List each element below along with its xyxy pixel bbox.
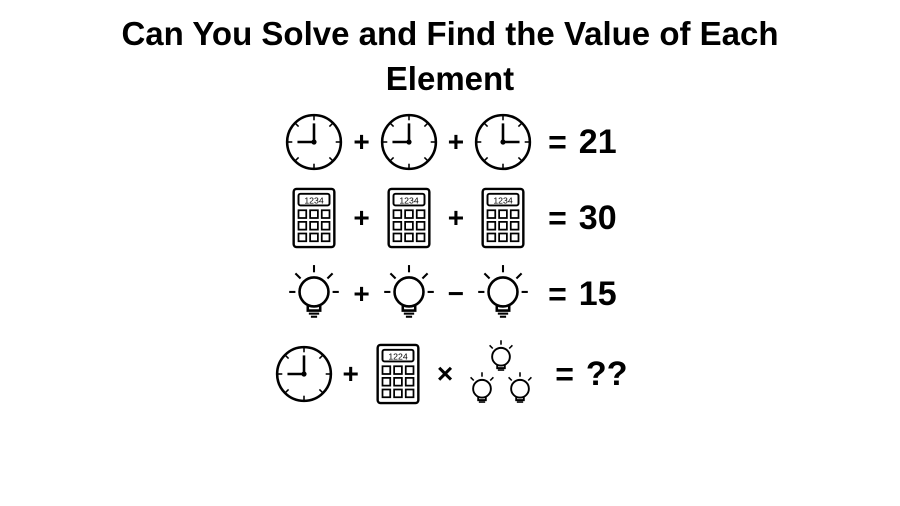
equals-operator: = bbox=[555, 356, 574, 393]
bulb-triple-icon bbox=[461, 339, 541, 409]
puzzle-rows: + + = 21 1234 + 1234 + 1234 = bbox=[273, 111, 628, 409]
clock-icon bbox=[273, 343, 335, 405]
bulb-icon bbox=[472, 263, 534, 325]
equation-row-4: + 1224 × = ?? bbox=[273, 339, 628, 409]
result-value: 21 bbox=[579, 123, 617, 162]
calculator-icon: 1234 bbox=[472, 187, 534, 249]
minus-operator: − bbox=[448, 278, 464, 310]
bulb-icon bbox=[283, 263, 345, 325]
title-line-2: Element bbox=[386, 60, 514, 97]
calculator-icon: 1234 bbox=[283, 187, 345, 249]
puzzle-title: Can You Solve and Find the Value of Each… bbox=[121, 12, 778, 101]
equals-operator: = bbox=[548, 276, 567, 313]
svg-text:1234: 1234 bbox=[493, 196, 513, 206]
title-line-1: Can You Solve and Find the Value of Each bbox=[121, 15, 778, 52]
result-value: 30 bbox=[579, 199, 617, 238]
calculator-icon: 1224 bbox=[367, 343, 429, 405]
puzzle-container: Can You Solve and Find the Value of Each… bbox=[0, 0, 900, 506]
equation-row-2: 1234 + 1234 + 1234 = 30 bbox=[273, 187, 628, 249]
result-value: 15 bbox=[579, 275, 617, 314]
bulb-icon bbox=[378, 263, 440, 325]
calculator-icon: 1234 bbox=[378, 187, 440, 249]
equals-operator: = bbox=[548, 124, 567, 161]
plus-operator: + bbox=[448, 202, 464, 234]
plus-operator: + bbox=[353, 278, 369, 310]
plus-operator: + bbox=[448, 126, 464, 158]
clock-icon bbox=[283, 111, 345, 173]
plus-operator: + bbox=[343, 358, 359, 390]
clock-icon bbox=[378, 111, 440, 173]
plus-operator: + bbox=[353, 202, 369, 234]
equals-operator: = bbox=[548, 200, 567, 237]
equation-row-3: + − = 15 bbox=[273, 263, 628, 325]
times-operator: × bbox=[437, 358, 453, 390]
svg-text:1234: 1234 bbox=[399, 196, 419, 206]
plus-operator: + bbox=[353, 126, 369, 158]
svg-text:1224: 1224 bbox=[388, 352, 408, 362]
equation-row-1: + + = 21 bbox=[273, 111, 628, 173]
result-value: ?? bbox=[586, 355, 628, 394]
clock-icon bbox=[472, 111, 534, 173]
svg-text:1234: 1234 bbox=[305, 196, 325, 206]
